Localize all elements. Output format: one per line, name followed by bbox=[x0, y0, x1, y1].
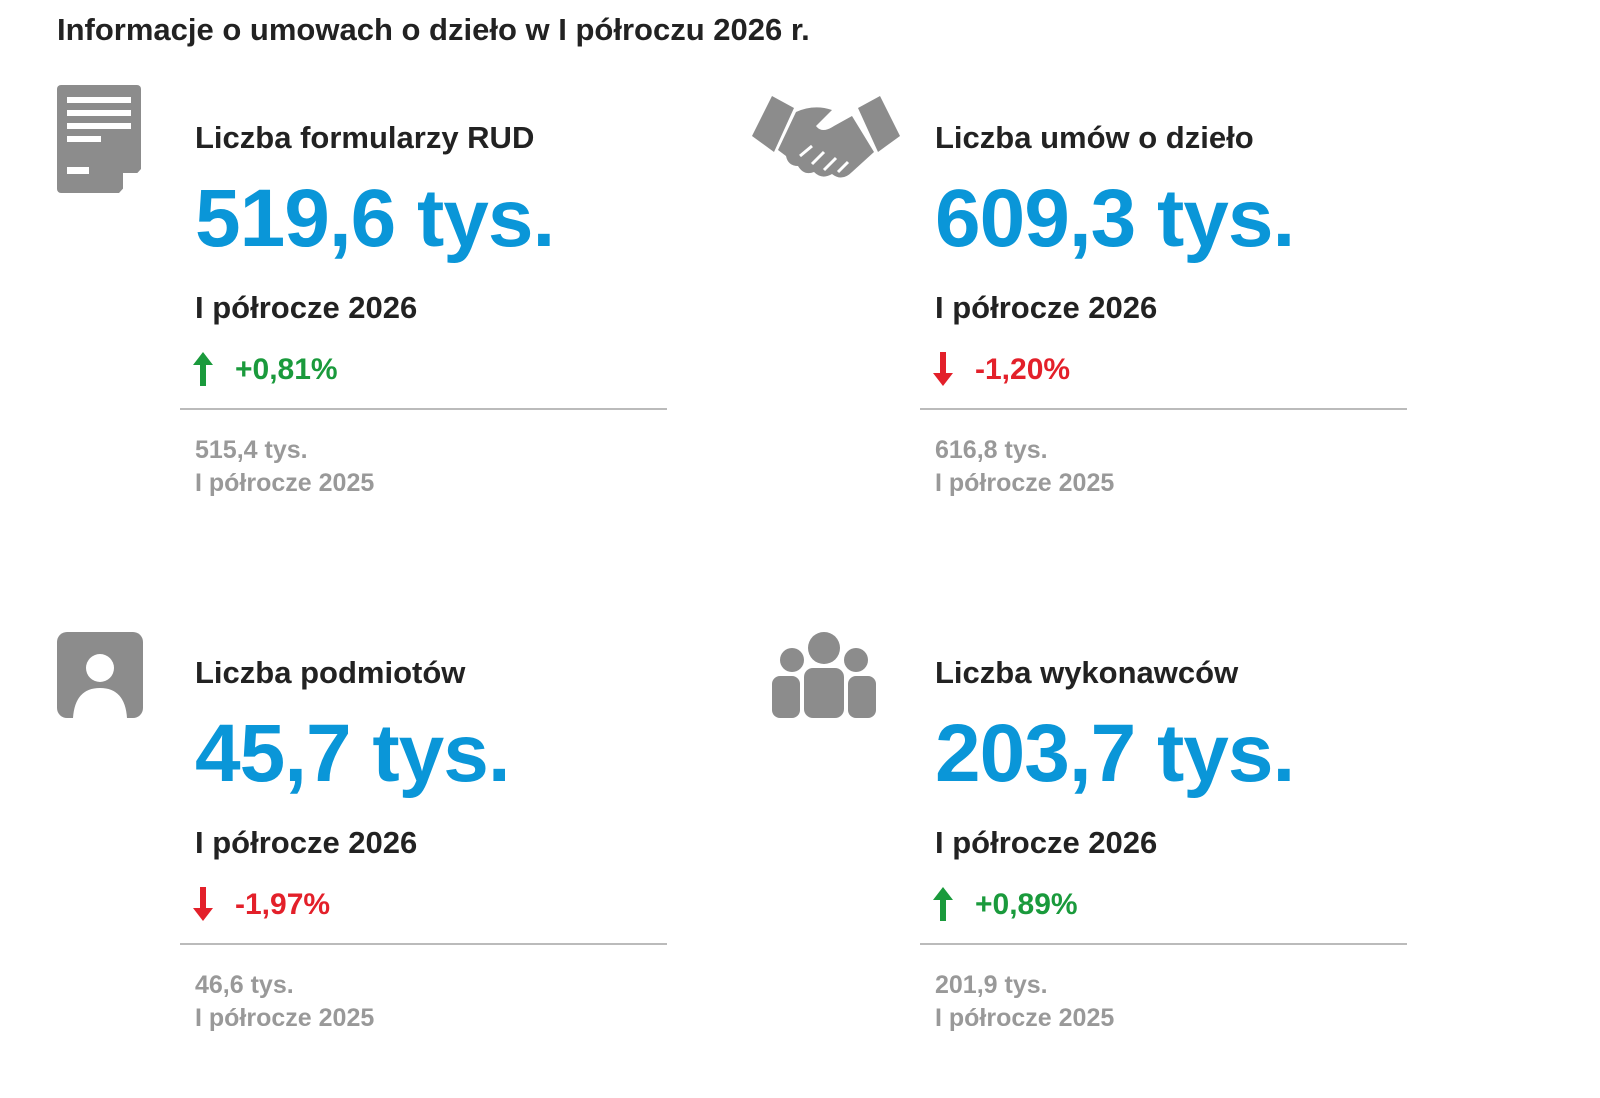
previous-value: 515,4 tys. bbox=[195, 436, 308, 464]
page-title: Informacje o umowach o dzieło w I półroc… bbox=[57, 12, 810, 47]
stat-card: Liczba umów o dzieło 609,3 tys. I półrocze… bbox=[920, 110, 1407, 510]
card-period: I półrocze 2026 bbox=[195, 825, 418, 860]
trend-arrow bbox=[193, 352, 213, 386]
card-change: -1,20% bbox=[975, 353, 1071, 386]
divider bbox=[920, 408, 1407, 410]
person-icon bbox=[57, 632, 143, 718]
previous-value: 46,6 tys. bbox=[195, 971, 294, 999]
group-icon bbox=[772, 632, 876, 718]
divider bbox=[180, 408, 667, 410]
card-label: Liczba umów o dzieło bbox=[935, 120, 1254, 155]
card-period: I półrocze 2026 bbox=[935, 290, 1158, 325]
card-period: I półrocze 2026 bbox=[195, 290, 418, 325]
previous-period: I półrocze 2025 bbox=[935, 1004, 1115, 1032]
handshake-icon bbox=[752, 96, 900, 178]
card-change: +0,81% bbox=[235, 353, 338, 386]
divider bbox=[920, 943, 1407, 945]
stat-card: Liczba podmiotów 45,7 tys. I półrocze 2026… bbox=[180, 645, 667, 1045]
stat-card: Liczba formularzy RUD 519,6 tys. I półrocz… bbox=[180, 110, 667, 510]
previous-value: 201,9 tys. bbox=[935, 971, 1048, 999]
trend-arrow bbox=[933, 887, 953, 921]
previous-value: 616,8 tys. bbox=[935, 436, 1048, 464]
card-change: -1,97% bbox=[235, 888, 331, 921]
card-value: 519,6 tys. bbox=[195, 173, 555, 264]
card-value: 203,7 tys. bbox=[935, 708, 1295, 799]
previous-period: I półrocze 2025 bbox=[935, 469, 1115, 497]
divider bbox=[180, 943, 667, 945]
card-label: Liczba formularzy RUD bbox=[195, 120, 535, 155]
previous-period: I półrocze 2025 bbox=[195, 469, 375, 497]
card-value: 45,7 tys. bbox=[195, 708, 511, 799]
trend-arrow bbox=[933, 352, 953, 386]
previous-period: I półrocze 2025 bbox=[195, 1004, 375, 1032]
card-change: +0,89% bbox=[975, 888, 1078, 921]
trend-arrow bbox=[193, 887, 213, 921]
card-label: Liczba wykonawców bbox=[935, 655, 1239, 690]
stat-card: Liczba wykonawców 203,7 tys. I półrocze 20… bbox=[920, 645, 1407, 1045]
card-period: I półrocze 2026 bbox=[935, 825, 1158, 860]
card-label: Liczba podmiotów bbox=[195, 655, 466, 690]
card-value: 609,3 tys. bbox=[935, 173, 1295, 264]
document-icon bbox=[57, 85, 141, 193]
